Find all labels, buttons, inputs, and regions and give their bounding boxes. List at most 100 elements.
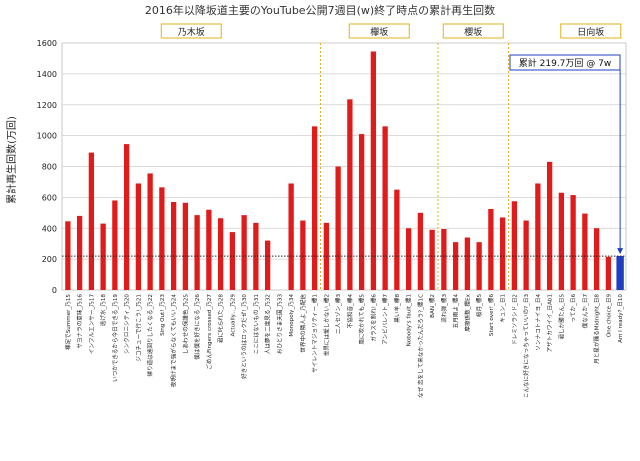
group-labels: 乃木坂 欅坂 櫻坂 日向坂 <box>160 23 622 290</box>
bar <box>523 220 529 290</box>
x-tick-label: 二人セゾン_欅3 <box>334 294 342 334</box>
bar <box>76 215 83 290</box>
bar <box>88 152 95 290</box>
group-label: 乃木坂 <box>178 26 205 38</box>
bar <box>135 183 142 290</box>
x-tick-label: ドレミソラシド_日2 <box>511 294 518 345</box>
x-tick-label: BAN_櫻2 <box>428 294 436 318</box>
x-tick-label: One choice_日9 <box>605 294 612 338</box>
x-tick-label: なぜ 恋をして来なかったんだろう?_櫻1C <box>416 294 424 398</box>
x-tick-label: Nobody's fault_櫻1 <box>405 294 413 347</box>
x-tick-label: Monopoly_乃34 <box>288 294 295 337</box>
x-tick-label: しあわせの保護色_乃25 <box>181 294 189 355</box>
bar <box>112 200 118 290</box>
x-tick-label: 不協和音_欅4 <box>346 294 354 329</box>
y-axis-ticks: 0 200 400 600 800 1000 1200 1400 1600 <box>37 39 57 295</box>
x-tick-label: Am I ready?_日10 <box>617 294 624 343</box>
x-tick-label: ってか_日6 <box>570 294 577 323</box>
bar <box>546 161 553 290</box>
x-tick-label: 裸足でSummer_乃15 <box>64 294 72 350</box>
bar <box>535 183 541 290</box>
y-axis-label: 累計再生回数(万回) <box>5 116 18 204</box>
bar <box>370 51 377 290</box>
bar <box>206 209 212 290</box>
x-tick-label: サイレントマジョリティー_欅1 <box>311 294 319 373</box>
bar <box>65 221 71 290</box>
group-label-box <box>348 23 410 39</box>
group-label-box <box>560 23 622 39</box>
x-tick-label: Start over!_櫻6 <box>487 294 495 337</box>
x-tick-label: Actually..._乃29 <box>229 294 236 337</box>
x-tick-label: 世界には愛しかない_欅2 <box>322 294 330 356</box>
bar <box>605 256 612 290</box>
y-tick-label: 1600 <box>37 39 57 48</box>
x-tick-label: 君に叱られた_乃28 <box>217 294 225 344</box>
bar <box>253 222 259 290</box>
x-tick-label: ごめんFingers crossed_乃27 <box>205 294 213 370</box>
annotation-box <box>509 54 621 71</box>
bar <box>147 173 153 290</box>
y-tick-label: 600 <box>42 193 57 202</box>
bar <box>558 192 565 290</box>
group-label: 櫻坂 <box>464 26 482 38</box>
bar <box>170 202 177 290</box>
bar <box>159 187 165 290</box>
bar <box>358 134 365 290</box>
x-tick-label: 流れ弾_櫻3 <box>440 294 448 323</box>
x-tick-label: 帰り道は遠回りしたくなる_乃22 <box>146 294 154 377</box>
bar <box>194 215 200 290</box>
x-tick-label: 月と星が踊るMidnight_日8 <box>593 294 601 364</box>
bar <box>464 237 471 290</box>
bar <box>429 229 435 290</box>
bar <box>217 218 224 290</box>
bar <box>441 229 447 290</box>
x-tick-label: 僕なんか_日7 <box>581 294 589 329</box>
x-tick-label: インフルエンサー_乃17 <box>88 294 95 355</box>
bar <box>123 144 130 290</box>
y-tick-label: 1400 <box>37 70 57 79</box>
x-tick-label: 五月雨よ_櫻4 <box>452 294 460 329</box>
bar <box>452 242 459 290</box>
x-tick-label: おひとりさま天国_乃33 <box>276 294 283 355</box>
bar <box>476 242 482 290</box>
x-tick-label: 僕は僕を好きになる_乃26 <box>193 294 201 360</box>
bar <box>382 126 388 290</box>
x-tick-label: 好きというのはロックだぜ!_乃30 <box>240 294 248 379</box>
group-label-box <box>160 23 222 39</box>
bar <box>511 201 518 290</box>
x-tick-label: 人は夢を二度見る_乃32 <box>264 294 272 354</box>
x-tick-label: ソンナコトナイヨ_日4 <box>535 294 542 351</box>
bar <box>417 212 424 290</box>
chart-title: 2016年以降坂道主要のYouTube公開7週目(w)終了時点の累計再生回数 <box>145 3 495 17</box>
bar <box>229 232 236 290</box>
bars <box>65 51 624 290</box>
annotation-arrowhead <box>617 248 624 255</box>
bar <box>100 223 106 290</box>
y-tick-label: 200 <box>42 255 57 264</box>
group-label: 欅坂 <box>370 27 388 38</box>
x-tick-label: 摩擦係数_櫻Ex <box>463 293 471 331</box>
x-tick-label: こんなに好きになっちゃっていいの?_日3 <box>522 294 530 399</box>
x-tick-label: ジコチューで行こう!_乃21 <box>134 294 142 362</box>
bar <box>347 99 353 290</box>
x-tick-label: ガラスを割れ!_欅6 <box>369 294 377 342</box>
bar <box>394 189 400 290</box>
x-tick-label: ここにはないもの_乃31 <box>253 294 260 355</box>
grid <box>61 42 627 291</box>
y-tick-label: 400 <box>42 224 57 233</box>
group-label: 日向坂 <box>577 26 604 38</box>
bar <box>616 256 624 290</box>
x-tick-label: アンビバレント_欅7 <box>381 294 389 345</box>
y-tick-label: 800 <box>42 163 57 172</box>
x-tick-label: キュン_日1 <box>500 294 507 323</box>
bar <box>241 215 247 290</box>
x-axis-ticks: 裸足でSummer_乃15 サヨナラの意味_乃16 インフルエンサー_乃17 逃げ水_… <box>64 293 624 398</box>
bar <box>499 217 506 290</box>
x-tick-label: 逃げ水_乃18 <box>99 294 107 327</box>
bar <box>335 166 341 290</box>
bar <box>593 228 600 290</box>
x-tick-label: アザトカワイイ_日Ab1 <box>547 294 554 353</box>
bar <box>570 195 576 290</box>
annotation: 累計 219.7万回 @ 7w <box>62 54 626 257</box>
